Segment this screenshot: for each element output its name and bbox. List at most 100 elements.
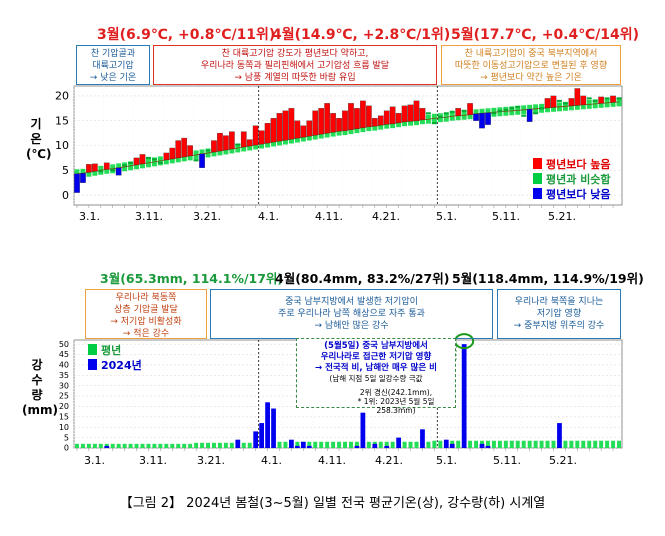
normal-bar	[80, 443, 85, 448]
precip-legend: 평년 2024년	[88, 342, 142, 372]
observed-bar	[461, 109, 467, 112]
observed-bar	[258, 130, 265, 145]
observed-bar	[383, 110, 390, 125]
observed-bar	[550, 95, 557, 108]
normal-bar	[307, 441, 312, 448]
precip-title-april: 4월(80.4mm, 83.2%/27위)	[275, 271, 450, 286]
precip-xlabel-4: 4.1.	[261, 454, 282, 467]
temp-title-march: 3월(6.9℃, +0.8℃/11위)	[97, 27, 276, 43]
observed-bar	[175, 140, 182, 159]
observed-bar	[503, 108, 509, 111]
observed-bar	[336, 118, 342, 132]
precip-xlabel-7: 5.1.	[436, 454, 457, 467]
legend-above-swatch	[533, 158, 542, 169]
precip-ytick-label: 5	[64, 433, 69, 442]
normal-bar	[206, 442, 210, 448]
normal-bar	[354, 441, 359, 448]
precip-title-may: 5월(118.4mm, 114.9%/19위)	[452, 271, 644, 286]
normal-bar	[122, 443, 127, 448]
normal-bar	[402, 441, 407, 448]
normal-bar	[98, 443, 103, 448]
temp-xlabel-8: 5.11.	[492, 210, 520, 223]
observed-bar	[235, 439, 241, 448]
observed-bar	[98, 170, 104, 173]
observed-bar	[330, 113, 336, 133]
temp-xlabel-1: 3.1.	[79, 210, 100, 223]
observed-bar	[282, 110, 289, 141]
observed-bar	[271, 408, 276, 448]
observed-bar	[467, 103, 473, 115]
normal-bar	[331, 441, 336, 448]
observed-bar	[544, 98, 551, 108]
observed-bar	[318, 108, 325, 135]
normal-bar	[319, 441, 324, 448]
temp-box-march: 찬 기압골과 대륙고기압 → 낮은 기온	[76, 45, 150, 85]
normal-bar	[158, 443, 163, 448]
normal-bar	[146, 443, 151, 448]
normal-bar	[194, 442, 199, 448]
normal-bar	[497, 440, 502, 448]
normal-bar	[593, 440, 598, 448]
observed-bar	[419, 108, 426, 120]
observed-bar	[300, 125, 307, 138]
observed-bar	[348, 103, 354, 130]
observed-bar	[265, 402, 270, 448]
observed-bar	[574, 88, 581, 106]
precip-xlabel-5: 4.11.	[318, 454, 346, 467]
observed-bar	[431, 122, 437, 125]
observed-bar	[169, 147, 176, 160]
observed-bar	[163, 152, 170, 161]
normal-bar	[92, 443, 97, 448]
observed-bar	[407, 104, 414, 122]
observed-bar	[372, 443, 378, 448]
precip-ytick-label: 15	[59, 413, 69, 422]
observed-bar	[401, 105, 408, 122]
observed-bar	[497, 109, 503, 112]
observed-bar	[526, 109, 533, 122]
temp-xlabel-6: 4.21.	[372, 210, 400, 223]
normal-bar	[86, 443, 91, 448]
observed-bar	[580, 95, 587, 105]
precip-ytick-label: 35	[59, 371, 69, 380]
observed-bar	[145, 156, 151, 159]
observed-bar	[461, 344, 467, 448]
precip-xlabel-8: 5.11.	[493, 454, 521, 467]
normal-bar	[229, 442, 234, 448]
observed-bar	[562, 102, 568, 105]
observed-bar	[354, 108, 360, 129]
observed-bar	[324, 103, 330, 134]
normal-bar	[414, 441, 419, 448]
observed-bar	[92, 163, 98, 172]
observed-bar	[86, 164, 92, 173]
precip-xlabel-6: 4.21.	[375, 454, 403, 467]
observed-bar	[276, 113, 283, 142]
precip-ytick-label: 30	[59, 381, 69, 390]
precip-title-march: 3월(65.3mm, 114.1%/17위)	[100, 271, 284, 286]
precip-xlabel-3: 3.21.	[197, 454, 225, 467]
observed-bar	[485, 112, 491, 125]
normal-bar	[241, 442, 246, 448]
observed-bar	[80, 173, 86, 183]
legend-similar: 평년과 비슷함	[533, 171, 611, 186]
observed-bar	[485, 445, 491, 448]
normal-bar	[283, 441, 288, 448]
normal-bar	[390, 441, 395, 448]
observed-bar	[199, 153, 205, 168]
observed-bar	[294, 120, 301, 139]
precip-ytick-label: 0	[64, 444, 69, 453]
normal-bar	[491, 440, 496, 448]
precip-ytick-label: 50	[59, 340, 69, 349]
normal-bar	[140, 443, 145, 448]
observed-bar	[110, 169, 116, 172]
observed-bar	[151, 158, 157, 161]
observed-bar	[253, 431, 259, 448]
observed-bar	[479, 443, 485, 448]
observed-bar	[491, 112, 497, 115]
observed-bar	[377, 115, 384, 126]
observed-bar	[217, 132, 223, 152]
precip-xlabel-2: 3.11.	[139, 454, 167, 467]
observed-bar	[306, 120, 313, 137]
observed-bar	[354, 445, 360, 448]
temp-box-april: 찬 대륙고기압 강도가 평년보다 약하고, 우리나라 동쪽과 필리핀해에서 고기압…	[153, 45, 437, 85]
